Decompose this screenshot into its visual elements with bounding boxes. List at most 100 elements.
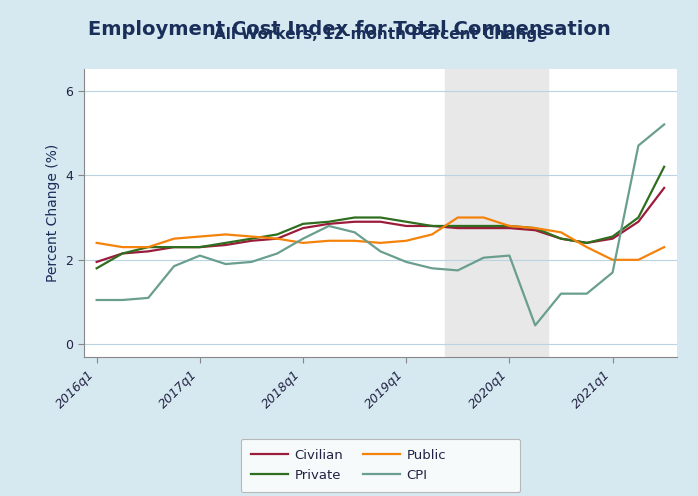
Civilian (299, 225, 307, 231)
CPI (402, 259, 410, 265)
Public (325, 238, 333, 244)
Public (247, 234, 255, 240)
Y-axis label: Percent Change (%): Percent Change (%) (46, 144, 60, 282)
Public (144, 244, 152, 250)
Text: Employment Cost Index for Total Compensation: Employment Cost Index for Total Compensa… (88, 20, 610, 39)
CPI (247, 259, 255, 265)
CPI (609, 269, 617, 275)
Private (118, 250, 126, 256)
Private (531, 225, 540, 231)
Public (273, 236, 281, 242)
Civilian (376, 219, 385, 225)
Line: Public: Public (96, 218, 664, 260)
Private (350, 215, 359, 221)
Civilian (454, 225, 462, 231)
Line: Private: Private (96, 167, 664, 268)
Civilian (480, 225, 488, 231)
Public (480, 215, 488, 221)
Private (92, 265, 101, 271)
Public (221, 232, 230, 238)
Private (221, 240, 230, 246)
Public (609, 257, 617, 263)
Private (480, 223, 488, 229)
Public (299, 240, 307, 246)
Private (376, 215, 385, 221)
Civilian (402, 223, 410, 229)
Civilian (428, 223, 436, 229)
Civilian (144, 248, 152, 254)
Private (170, 244, 178, 250)
CPI (583, 291, 591, 297)
CPI (299, 236, 307, 242)
CPI (505, 252, 514, 258)
Private (428, 223, 436, 229)
Legend: Civilian, Private, Public, CPI, , : Civilian, Private, Public, CPI, , (241, 438, 520, 492)
Private (247, 236, 255, 242)
Private (144, 244, 152, 250)
CPI (221, 261, 230, 267)
Private (557, 236, 565, 242)
Private (660, 164, 669, 170)
Public (195, 234, 204, 240)
CPI (170, 263, 178, 269)
Private (402, 219, 410, 225)
Public (583, 244, 591, 250)
Private (195, 244, 204, 250)
Private (299, 221, 307, 227)
Civilian (195, 244, 204, 250)
Bar (445, 69, 548, 357)
CPI (660, 122, 669, 127)
Civilian (609, 236, 617, 242)
CPI (634, 143, 643, 149)
Civilian (325, 221, 333, 227)
CPI (480, 255, 488, 261)
Civilian (170, 244, 178, 250)
CPI (325, 223, 333, 229)
Line: CPI: CPI (96, 124, 664, 325)
Civilian (634, 219, 643, 225)
Civilian (350, 219, 359, 225)
CPI (273, 250, 281, 256)
Civilian (273, 236, 281, 242)
Public (428, 232, 436, 238)
Title: All Workers, 12-month Percent Change: All Workers, 12-month Percent Change (214, 27, 547, 42)
CPI (531, 322, 540, 328)
CPI (144, 295, 152, 301)
Private (609, 234, 617, 240)
CPI (195, 252, 204, 258)
Public (660, 244, 669, 250)
Public (531, 225, 540, 231)
CPI (350, 229, 359, 235)
Private (583, 240, 591, 246)
Public (118, 244, 126, 250)
Public (350, 238, 359, 244)
Private (634, 215, 643, 221)
Public (92, 240, 101, 246)
Public (376, 240, 385, 246)
Public (557, 229, 565, 235)
Civilian (557, 236, 565, 242)
Civilian (583, 240, 591, 246)
CPI (118, 297, 126, 303)
CPI (92, 297, 101, 303)
CPI (454, 267, 462, 273)
Line: Civilian: Civilian (96, 188, 664, 262)
CPI (557, 291, 565, 297)
Private (454, 223, 462, 229)
CPI (428, 265, 436, 271)
Civilian (221, 242, 230, 248)
CPI (376, 248, 385, 254)
Public (402, 238, 410, 244)
Civilian (92, 259, 101, 265)
Public (454, 215, 462, 221)
Public (634, 257, 643, 263)
Private (505, 223, 514, 229)
Public (505, 223, 514, 229)
Civilian (118, 250, 126, 256)
Private (273, 232, 281, 238)
Public (170, 236, 178, 242)
Civilian (247, 238, 255, 244)
Private (325, 219, 333, 225)
Civilian (660, 185, 669, 191)
Civilian (531, 227, 540, 233)
